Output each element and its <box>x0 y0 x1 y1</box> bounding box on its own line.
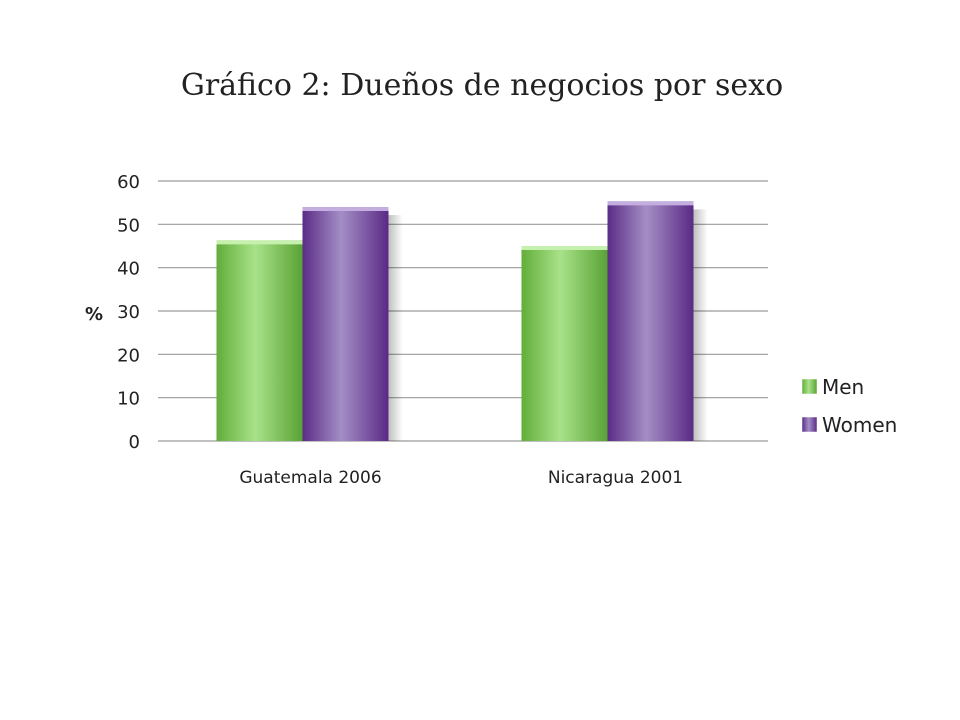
y-tick-label: 20 <box>117 345 140 366</box>
y-tick-label: 40 <box>117 259 140 280</box>
bar-shadow <box>388 215 403 441</box>
legend-label-women: Women <box>822 413 897 437</box>
bar-men-1 <box>521 246 608 441</box>
y-axis-ticks: 0 10 20 30 40 50 60 <box>117 172 140 453</box>
y-tick-label: 60 <box>117 172 140 193</box>
bar-top-highlight <box>521 246 608 250</box>
bars <box>216 201 708 441</box>
chart-title: Gráfico 2: Dueños de negocios por sexo <box>180 68 784 103</box>
legend-label-men: Men <box>822 375 864 399</box>
x-category-label: Nicaragua 2001 <box>548 468 683 488</box>
x-category-label: Guatemala 2006 <box>239 468 381 488</box>
y-axis-label: % <box>85 304 103 325</box>
bar-top-highlight <box>216 240 303 245</box>
bar-top-highlight <box>607 201 694 206</box>
legend-swatch-men <box>801 378 818 395</box>
bar-shadow <box>693 209 708 441</box>
bar-women-0 <box>302 207 389 441</box>
y-tick-label: 50 <box>117 215 140 236</box>
x-axis-categories: Guatemala 2006 Nicaragua 2001 <box>239 468 683 488</box>
bar-men-0 <box>216 240 303 441</box>
bar-top-highlight <box>302 207 389 211</box>
bar-women-1 <box>607 201 694 441</box>
y-tick-label: 0 <box>129 432 140 453</box>
legend: Men Women <box>801 375 897 437</box>
y-tick-label: 10 <box>117 389 140 410</box>
y-tick-label: 30 <box>117 302 140 323</box>
legend-swatch-women <box>801 416 818 433</box>
